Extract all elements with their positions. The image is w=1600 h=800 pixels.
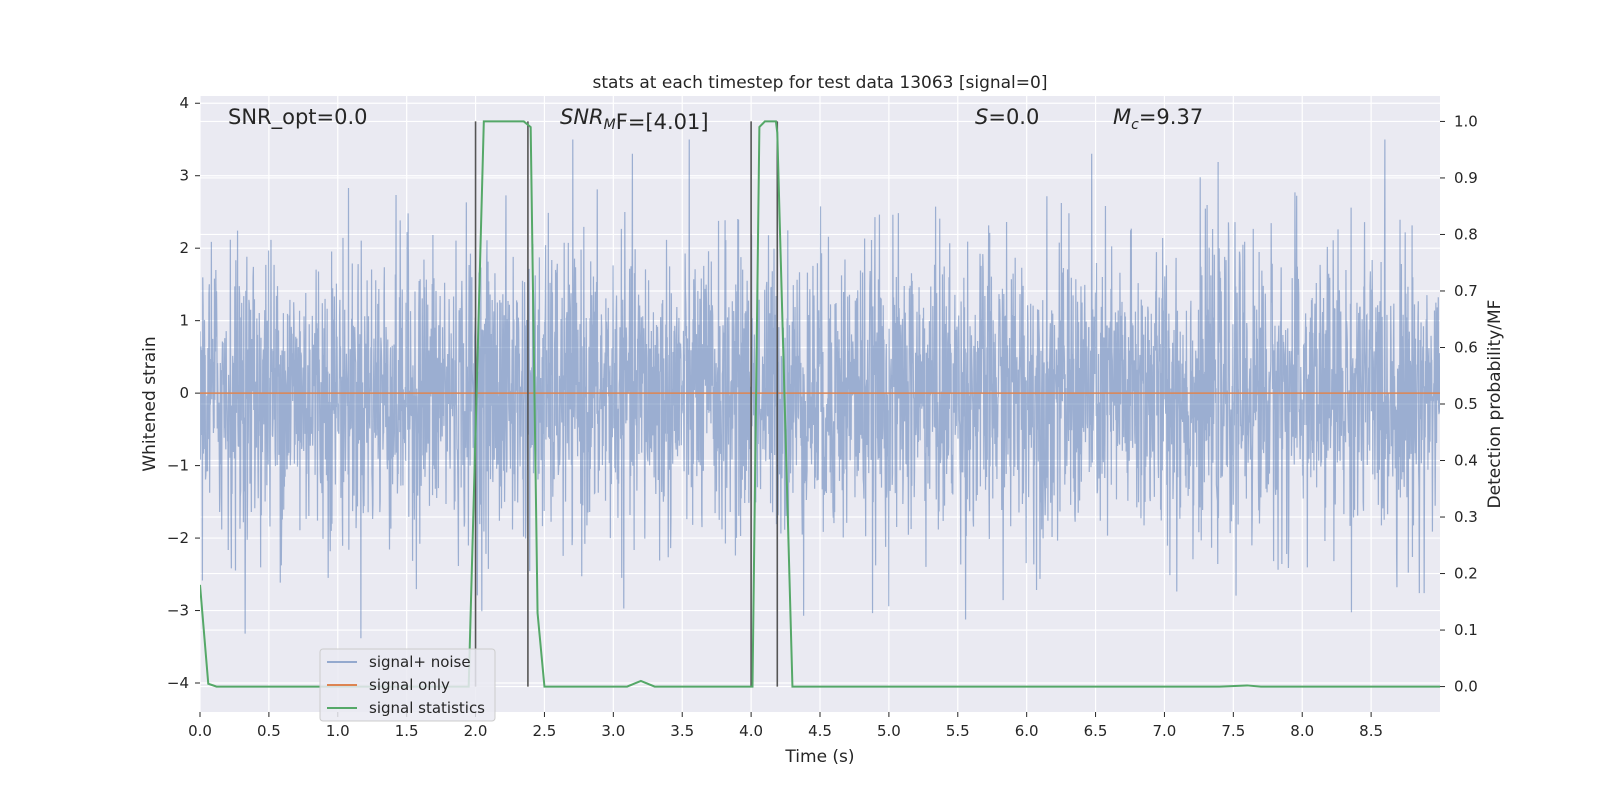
legend-frame	[319, 648, 496, 722]
x-tick-label: 2.5	[533, 722, 557, 740]
chart-title: stats at each timestep for test data 130…	[593, 73, 1048, 93]
y2-tick-label: 0.2	[1454, 565, 1478, 583]
annotation-mc-sub: c	[1131, 117, 1139, 133]
annotation-snr-opt: SNR_opt=0.0	[228, 105, 368, 130]
y-tick-label: 0	[179, 384, 189, 402]
x-tick-label: 8.0	[1290, 722, 1314, 740]
series-signal-noise	[200, 139, 1440, 639]
y-tick-label: 2	[179, 239, 189, 257]
legend-label-signal-noise: signal+ noise	[369, 653, 471, 671]
x-tick-label: 5.0	[877, 722, 901, 740]
annotation-mc: Mc=9.37	[1113, 105, 1203, 133]
annotation-mc-prefix: M	[1113, 105, 1131, 129]
x-axis-label: Time (s)	[784, 747, 854, 767]
y2-tick-label: 0.3	[1454, 508, 1478, 526]
annotation-snr-mf-prefix: SNR	[560, 105, 604, 129]
legend: signal+ noise signal only signal statist…	[319, 648, 496, 722]
x-tick-label: 4.5	[808, 722, 832, 740]
y2-axis-label: Detection probability/MF	[1485, 300, 1505, 509]
y2-tick-label: 0.9	[1454, 169, 1478, 187]
y2-tick-label: 0.8	[1454, 225, 1478, 243]
legend-label-signal-only: signal only	[369, 676, 450, 694]
y-tick-label: 3	[179, 167, 189, 185]
y-tick-label: −4	[167, 674, 189, 692]
annotation-snr-mf-sub: M	[604, 117, 616, 133]
y-tick-label: −1	[167, 457, 189, 475]
y2-axis-ticks: 0.0 0.1 0.2 0.3 0.4 0.5 0.6 0.7 0.8 0.9 1.0	[1440, 112, 1478, 696]
x-tick-label: 7.5	[1221, 722, 1245, 740]
y2-tick-label: 0.0	[1454, 678, 1478, 696]
x-tick-label: 2.0	[464, 722, 488, 740]
y-axis-ticks: −4 −3 −2 −1 0 1 2 3 4	[167, 94, 200, 692]
annotation-snr-mf-suffix: F=[4.01]	[616, 110, 709, 134]
annotation-s-suffix: =0.0	[988, 105, 1039, 129]
y2-tick-label: 0.6	[1454, 338, 1478, 356]
x-tick-label: 0.0	[188, 722, 212, 740]
annotation-mc-suffix: =9.37	[1139, 105, 1203, 129]
x-tick-label: 4.0	[739, 722, 763, 740]
y-tick-label: −3	[167, 602, 189, 620]
x-tick-label: 5.5	[946, 722, 970, 740]
y-tick-label: 1	[179, 312, 189, 330]
x-tick-label: 0.5	[257, 722, 281, 740]
x-tick-label: 1.5	[395, 722, 419, 740]
x-tick-label: 8.5	[1359, 722, 1383, 740]
x-tick-label: 6.5	[1084, 722, 1108, 740]
y2-tick-label: 1.0	[1454, 112, 1478, 130]
y2-tick-label: 0.1	[1454, 621, 1478, 639]
x-tick-label: 1.0	[326, 722, 350, 740]
annotation-s-prefix: S	[975, 105, 988, 129]
legend-label-signal-statistics: signal statistics	[369, 699, 485, 717]
series-line-signal-noise	[200, 139, 1440, 639]
y-tick-label: 4	[179, 94, 189, 112]
y-tick-label: −2	[167, 529, 189, 547]
x-tick-label: 3.5	[670, 722, 694, 740]
annotation-snr-mf: SNRMF=[4.01]	[560, 105, 709, 134]
x-axis-ticks: 0.0 0.5 1.0 1.5 2.0 2.5 3.0 3.5 4.0 4.5 5.0 5.5 6.0 6…	[188, 712, 1383, 740]
x-tick-label: 3.0	[601, 722, 625, 740]
y2-tick-label: 0.5	[1454, 395, 1478, 413]
y2-tick-label: 0.7	[1454, 282, 1478, 300]
y-axis-label: Whitened strain	[140, 336, 160, 471]
y2-tick-label: 0.4	[1454, 452, 1478, 470]
x-tick-label: 7.0	[1153, 722, 1177, 740]
x-tick-label: 6.0	[1015, 722, 1039, 740]
annotation-s: S=0.0	[975, 105, 1039, 129]
